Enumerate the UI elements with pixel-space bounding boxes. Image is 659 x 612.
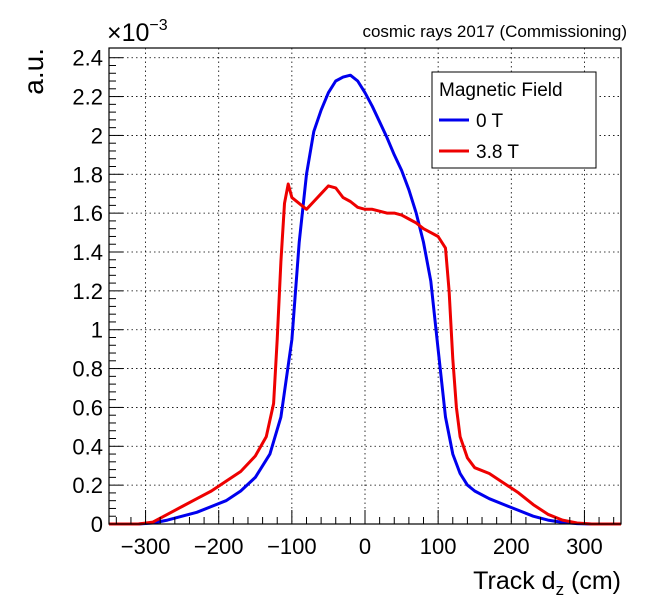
x-tick-labels: −300 −200 −100 0 100 200 300 [121, 534, 603, 559]
x-tick-label-5: 200 [493, 534, 530, 559]
y-multiplier-exponent: −3 [149, 17, 167, 34]
grid-lines [109, 48, 621, 524]
chart-top-note: cosmic rays 2017 (Commissioning) [362, 22, 627, 41]
x-axis-title: Track dz (cm) [473, 567, 621, 599]
y-tick-label-11: 2.2 [72, 85, 103, 110]
axis-ticks [109, 57, 615, 525]
y-tick-label-5: 1 [91, 318, 103, 343]
y-tick-labels: 0 0.2 0.4 0.6 0.8 1 1.2 1.4 1.6 1.8 2 2.2 2.4 [72, 46, 103, 537]
y-axis-title: a.u. [18, 48, 49, 95]
x-axis-title-subscript: z [556, 580, 565, 599]
y-tick-label-3: 0.6 [72, 395, 103, 420]
x-tick-label-1: −200 [194, 534, 244, 559]
x-tick-label-0: −300 [121, 534, 171, 559]
legend-title: Magnetic Field [439, 80, 563, 101]
x-tick-label-4: 100 [420, 534, 457, 559]
y-tick-label-4: 0.8 [72, 357, 103, 382]
x-axis-title-unit: (cm) [564, 567, 621, 595]
y-tick-label-12: 2.4 [72, 46, 103, 71]
y-tick-label-1: 0.2 [72, 473, 103, 498]
y-tick-label-9: 1.8 [72, 162, 103, 187]
y-tick-label-8: 1.6 [72, 201, 103, 226]
legend-label-0t: 0 T [476, 111, 504, 132]
x-tick-label-2: −100 [267, 534, 317, 559]
y-tick-label-0: 0 [91, 512, 103, 537]
x-axis-title-main: Track d [473, 567, 555, 595]
legend: Magnetic Field 0 T 3.8 T [431, 71, 597, 169]
x-tick-label-3: 0 [359, 534, 371, 559]
y-tick-label-10: 2 [91, 123, 103, 148]
x-tick-label-6: 300 [566, 534, 603, 559]
legend-label-3-8t: 3.8 T [476, 142, 519, 163]
y-tick-label-7: 1.4 [72, 240, 103, 265]
y-tick-label-6: 1.2 [72, 279, 103, 304]
plot-series [108, 73, 622, 526]
y-multiplier: ×10−3 [107, 17, 168, 47]
y-tick-label-2: 0.4 [72, 434, 103, 459]
y-multiplier-base: ×10 [107, 19, 149, 47]
